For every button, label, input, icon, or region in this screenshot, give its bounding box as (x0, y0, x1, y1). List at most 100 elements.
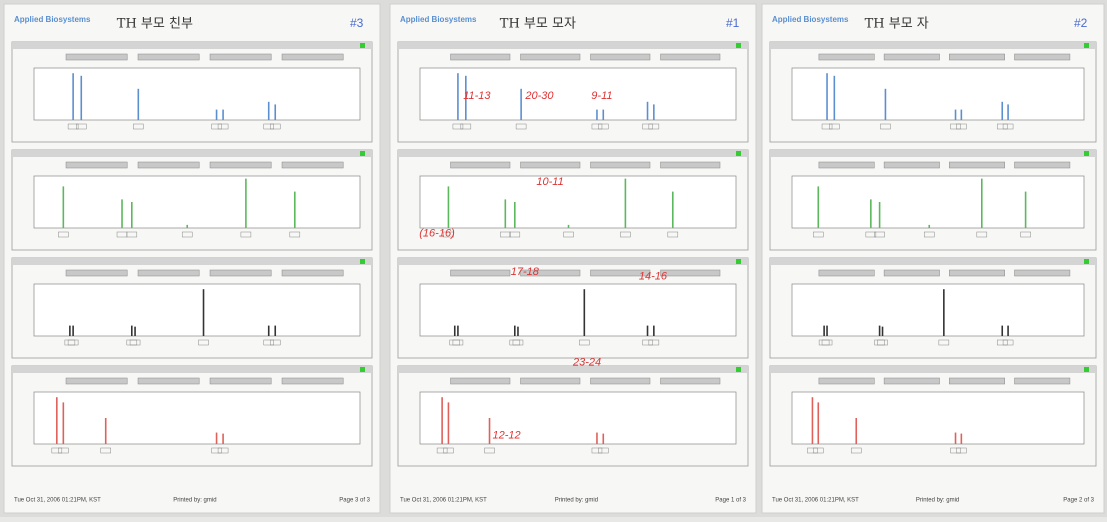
allele-box (620, 231, 631, 238)
plot-area (791, 67, 1085, 121)
locus-bar (65, 53, 128, 61)
locus-bar (590, 377, 651, 385)
allele-box (452, 339, 464, 346)
panel-header (398, 42, 748, 49)
locus-bar (137, 269, 200, 277)
allele-box (956, 123, 967, 130)
allele-box (591, 447, 603, 454)
plot-area (419, 67, 737, 121)
allele-box (58, 231, 69, 238)
status-indicator (360, 43, 365, 48)
brand: Applied Biosystems (14, 15, 91, 24)
allele-box (807, 447, 818, 454)
allele-box (240, 231, 252, 238)
allele-box (591, 123, 603, 130)
footer-page: Page 2 of 3 (1063, 498, 1094, 504)
status-indicator (736, 367, 741, 372)
panel-header (12, 150, 372, 157)
locus-bar (65, 269, 128, 277)
allele-box (436, 447, 448, 454)
locus-bar (660, 161, 721, 169)
locus-bar (949, 377, 1005, 385)
footer-printed-by: Printed by: gmid (916, 498, 959, 504)
plot-area (791, 391, 1085, 445)
allele-box (509, 231, 521, 238)
allele-box (579, 339, 590, 346)
locus-bar (520, 377, 581, 385)
locus-bar (883, 269, 940, 277)
locus-bar (1014, 53, 1071, 61)
allele-box (667, 231, 679, 238)
panel-header (12, 366, 372, 373)
locus-bar (660, 53, 721, 61)
allele-box (269, 339, 281, 346)
plot-area (791, 283, 1085, 337)
allele-box (198, 339, 209, 346)
locus-bar (818, 377, 875, 385)
locus-bar (520, 161, 581, 169)
plot-area (33, 175, 361, 229)
footer-date: Tue Oct 31, 2006 01:21PM, KST (14, 498, 101, 504)
locus-bar (450, 53, 511, 61)
locus-bar (660, 269, 721, 277)
allele-box (269, 123, 281, 130)
locus-bar (1014, 377, 1071, 385)
allele-box (443, 231, 454, 238)
allele-box (938, 339, 950, 346)
handwritten-note: 11-13 (463, 90, 491, 102)
allele-box (813, 447, 824, 454)
plot-area (33, 283, 361, 337)
allele-box (956, 447, 967, 454)
footer-printed-by: Printed by: gmid (555, 498, 598, 504)
handwritten-note: 10-11 (536, 176, 563, 188)
allele-box (211, 447, 222, 454)
status-indicator (1084, 259, 1089, 264)
footer-page: Page 3 of 3 (339, 498, 370, 504)
panel-header (770, 366, 1096, 373)
locus-bar (281, 53, 344, 61)
footer-printed-by: Printed by: gmid (173, 498, 216, 504)
allele-box (217, 123, 229, 130)
allele-box (850, 447, 862, 454)
allele-box (452, 123, 464, 130)
plot-area (33, 391, 361, 445)
plot-area (791, 175, 1085, 229)
status-indicator (1084, 43, 1089, 48)
handwritten-note: 14-16 (639, 270, 668, 282)
panel-header (12, 42, 372, 49)
locus-bar (209, 269, 272, 277)
locus-bar (949, 161, 1005, 169)
allele-box (76, 123, 87, 130)
status-indicator (1084, 151, 1089, 156)
allele-box (865, 231, 877, 238)
allele-box (263, 339, 274, 346)
handwritten-title: TH 부모 모자 (500, 17, 576, 32)
footer-date: Tue Oct 31, 2006 01:21PM, KST (772, 498, 859, 504)
locus-bar (450, 377, 511, 385)
allele-box (598, 447, 609, 454)
locus-bar (660, 377, 721, 385)
locus-bar (209, 377, 272, 385)
locus-bar (137, 161, 200, 169)
handwritten-title: TH 부모 자 (865, 17, 929, 32)
allele-box (598, 123, 609, 130)
locus-bar (590, 269, 651, 277)
allele-box (67, 339, 79, 346)
locus-bar (137, 377, 200, 385)
allele-box (1002, 123, 1014, 130)
panel-header (12, 258, 372, 265)
allele-box (563, 231, 574, 238)
locus-bar (590, 161, 651, 169)
status-indicator (360, 367, 365, 372)
plot-area (33, 67, 361, 121)
locus-bar (949, 269, 1005, 277)
allele-box (996, 123, 1008, 130)
panel-header (770, 150, 1096, 157)
allele-box (821, 339, 833, 346)
brand: Applied Biosystems (772, 15, 849, 24)
plot-area (419, 175, 737, 229)
allele-box (500, 231, 511, 238)
panel-header (770, 258, 1096, 265)
